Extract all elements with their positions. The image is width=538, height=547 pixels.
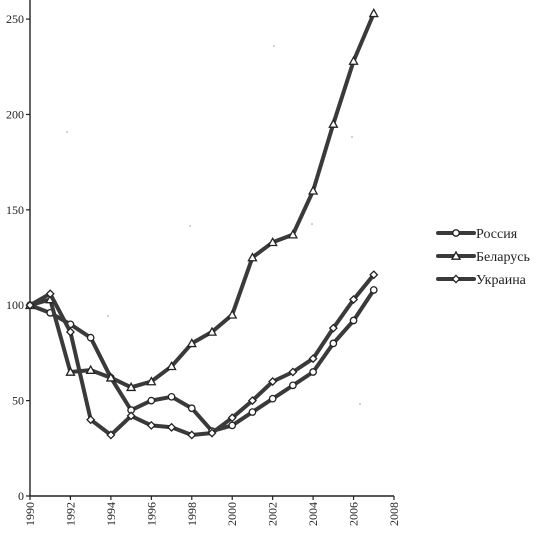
data-point-ukraine xyxy=(369,270,379,280)
data-point-ukraine xyxy=(25,300,35,310)
data-point-belarus xyxy=(267,236,278,247)
series-russia xyxy=(26,286,378,435)
y-tick-label: 50 xyxy=(12,394,24,408)
x-tick-label: 1990 xyxy=(23,502,37,526)
data-point-belarus xyxy=(348,55,359,65)
series-belarus xyxy=(24,8,379,392)
data-point-belarus xyxy=(308,185,319,195)
data-point-russia xyxy=(289,381,297,390)
x-tick-label: 1996 xyxy=(144,502,158,526)
background-dot xyxy=(351,136,353,138)
background-dot xyxy=(189,225,191,227)
legend-swatch-marker xyxy=(451,274,461,284)
data-point-ukraine xyxy=(207,428,217,438)
background-dot xyxy=(66,131,68,133)
data-point-russia xyxy=(86,333,95,342)
data-point-russia xyxy=(248,408,257,416)
data-point-russia xyxy=(187,404,196,413)
y-tick-label: 250 xyxy=(6,12,24,26)
series-line-belarus xyxy=(28,11,376,390)
legend-label: Украина xyxy=(476,273,527,288)
data-point-ukraine xyxy=(247,396,257,406)
data-point-russia xyxy=(147,396,156,405)
data-point-belarus xyxy=(368,8,379,18)
y-tick-label: 100 xyxy=(6,298,24,312)
legend-label: Беларусь xyxy=(476,250,530,265)
x-tick-label: 2000 xyxy=(225,502,239,526)
background-dot xyxy=(359,403,361,405)
data-point-russia xyxy=(309,368,317,376)
data-point-ukraine xyxy=(227,413,237,423)
data-point-ukraine xyxy=(167,422,177,432)
data-point-belarus xyxy=(287,229,298,239)
y-tick-label: 200 xyxy=(6,107,24,121)
legend-item-russia: Россия xyxy=(436,227,518,242)
data-point-russia xyxy=(329,339,338,348)
data-point-belarus xyxy=(328,118,339,128)
y-tick-label: 150 xyxy=(6,203,24,217)
data-point-belarus xyxy=(105,372,116,382)
data-point-belarus xyxy=(85,364,96,374)
data-point-russia xyxy=(369,286,378,294)
legend-swatch-marker xyxy=(452,229,460,237)
x-tick-label: 2002 xyxy=(266,502,280,526)
series-line-russia xyxy=(28,288,376,434)
data-point-belarus xyxy=(206,326,218,336)
data-point-ukraine xyxy=(288,367,298,377)
background-dot xyxy=(273,45,275,47)
data-point-russia xyxy=(268,394,277,403)
data-point-belarus xyxy=(126,381,137,392)
data-point-ukraine xyxy=(146,420,156,430)
series-ukraine xyxy=(25,270,379,440)
data-point-belarus xyxy=(186,338,197,348)
data-point-ukraine xyxy=(187,430,197,440)
data-point-ukraine xyxy=(308,354,318,364)
legend-swatch-marker xyxy=(450,250,462,260)
y-tick-label: 0 xyxy=(18,489,24,503)
data-point-ukraine xyxy=(45,289,55,299)
data-point-russia xyxy=(228,421,237,430)
data-point-russia xyxy=(167,392,176,401)
x-tick-label: 2004 xyxy=(306,502,320,526)
axes: 0 50 100 150 200 250 1990 1992 1994 1996 1998 2000 2… xyxy=(6,0,401,526)
data-point-russia xyxy=(349,316,358,325)
data-point-ukraine xyxy=(126,411,136,421)
x-tick-label: 1992 xyxy=(63,502,77,526)
x-tick-label: 2008 xyxy=(387,502,401,526)
series-line-ukraine xyxy=(28,272,376,437)
legend-label: Россия xyxy=(476,227,518,242)
background-dot xyxy=(107,315,109,317)
data-point-ukraine xyxy=(268,377,278,387)
series-lines xyxy=(24,8,379,440)
x-tick-label: 1998 xyxy=(185,502,199,526)
legend-item-belarus: Беларусь xyxy=(436,250,530,265)
x-tick-label: 2006 xyxy=(347,502,361,526)
legend-item-ukraine: Украина xyxy=(436,273,527,288)
data-point-ukraine xyxy=(65,327,75,337)
data-point-belarus xyxy=(65,366,76,376)
data-point-belarus xyxy=(227,309,238,319)
data-point-belarus xyxy=(166,360,177,371)
data-point-belarus xyxy=(247,252,258,262)
data-point-ukraine xyxy=(349,294,359,305)
data-point-ukraine xyxy=(328,323,338,333)
data-point-ukraine xyxy=(86,415,96,425)
data-point-ukraine xyxy=(106,430,116,440)
background-dot xyxy=(311,223,313,225)
data-point-belarus xyxy=(146,376,157,386)
x-tick-label: 1994 xyxy=(104,502,118,526)
legend: Россия Беларусь Украина xyxy=(436,227,530,288)
